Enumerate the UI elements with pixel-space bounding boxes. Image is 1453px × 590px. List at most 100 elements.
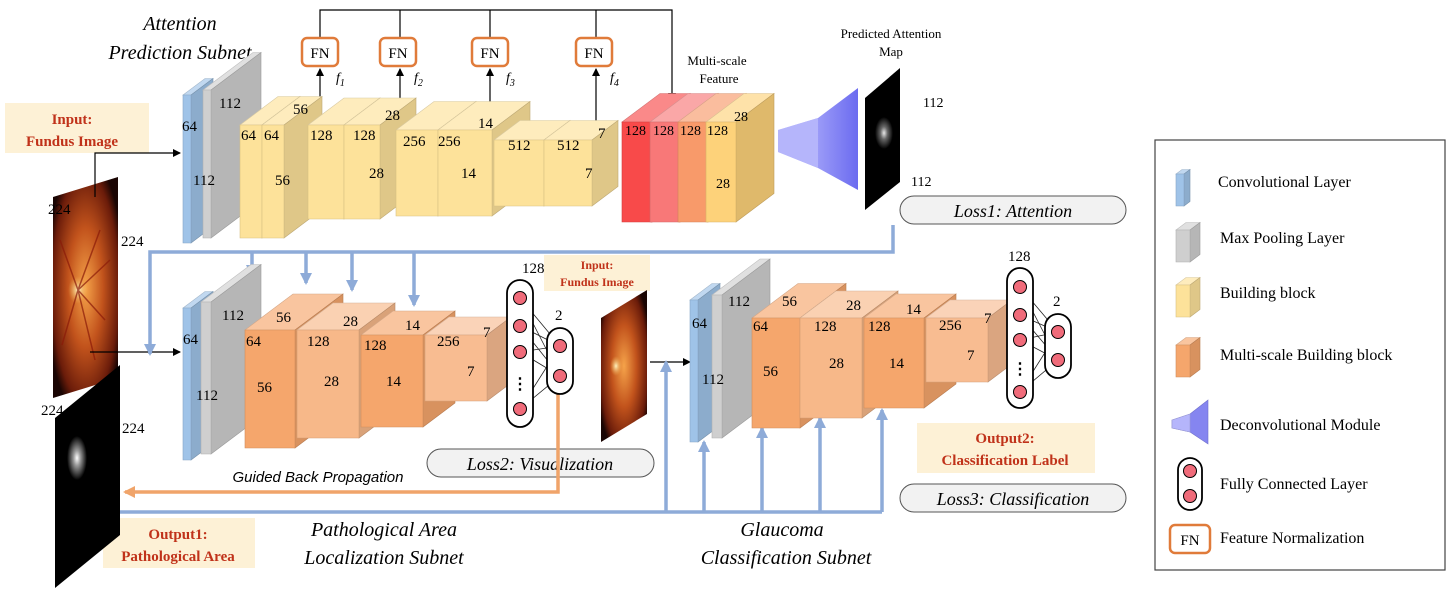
svg-text:f4: f4 [610,71,619,89]
svg-text:56: 56 [275,173,291,189]
svg-text:7: 7 [598,126,606,142]
svg-text:112: 112 [702,372,724,388]
svg-text:256: 256 [403,134,426,150]
cls-fc-output-node [1051,325,1065,339]
svg-text:128: 128 [310,128,333,144]
ms-feature-4 [705,92,775,223]
legend-deconv: Deconvolutional Module [1220,417,1380,434]
attn-block4b-front [543,139,593,207]
fn-box-3 [470,36,510,68]
legend-pool-icon-front [1175,229,1191,263]
predicted-map-dim-h: 112 [911,175,931,190]
heat-dim-h: 224 [41,403,64,419]
cls-msblock1-front [751,317,801,429]
loc-fc-hidden-node [513,291,527,305]
loss1-text: Loss1: Attention [953,201,1072,221]
svg-text:28: 28 [385,108,400,124]
deconv-module [778,88,858,190]
svg-text:14: 14 [889,356,905,372]
loc-fc-output-capsule [546,327,574,395]
svg-text:56: 56 [293,102,309,118]
legend-pool-icon [1175,221,1201,263]
legend-msblock-icon [1175,336,1201,378]
subnet-titles: Attention Prediction Subnet Pathological… [107,13,871,569]
svg-text:64: 64 [264,128,280,144]
feature-labels: f1 f2 f3 f4 [336,71,619,89]
loc-msblock1-front [244,329,296,449]
svg-text:Input:: Input: [52,112,93,128]
cls-fc-hidden-node [1013,385,1027,399]
predicted-map-title-1: Predicted Attention [841,26,942,41]
cls-msblock4 [925,299,1013,383]
svg-text:7: 7 [585,166,593,182]
predicted-attention-map [865,68,900,210]
heat-dim-w: 224 [122,421,145,437]
legend-deconv-front [1171,413,1191,433]
attn-block2b-front [343,124,381,220]
heatmap-output [55,365,120,588]
input2-label: Input: Fundus Image [544,255,650,291]
svg-text:128: 128 [868,319,891,335]
svg-text:128: 128 [653,124,674,139]
multiscale-label-1: Multi-scale [687,53,746,68]
svg-text:2: 2 [1053,294,1061,310]
svg-text:f3: f3 [506,71,515,89]
legend-fn: Feature Normalization [1220,530,1364,547]
svg-text:14: 14 [386,374,402,390]
orange-backprop-arrow [123,390,560,498]
svg-text:128: 128 [707,124,728,139]
input-dim-w: 224 [121,234,144,250]
svg-text:112: 112 [728,294,750,310]
legend-deconv-icon [1171,399,1209,445]
fundus-image-input [53,177,118,398]
cls-msblock2-front [799,317,863,419]
svg-text:FN: FN [388,46,407,62]
svg-text:512: 512 [557,138,580,154]
legend-conv-icon-front [1175,173,1185,207]
cls-fc-hidden-node [1013,308,1027,322]
legend-msblock: Multi-scale Building block [1220,347,1392,364]
svg-text:2: 2 [555,308,563,324]
legend-conv: Convolutional Layer [1218,174,1352,191]
classification-subnet-title-1: Glaucoma [740,519,823,541]
blue-flow-arrows [120,225,895,514]
loc-fc-hidden-node [513,345,527,359]
localization-subnet-title-2: Localization Subnet [303,547,464,569]
predicted-map-dim-w: 112 [923,96,943,111]
attention-subnet-title-2: Prediction Subnet [107,42,252,64]
svg-text:f1: f1 [336,71,345,89]
fn-box-4 [574,36,614,68]
input1-label: Input: Fundus Image [5,103,149,153]
cls-msblock4-front [925,317,989,383]
svg-text:128: 128 [522,261,545,277]
attn-block4b [543,119,619,207]
legend-block-icon [1175,276,1201,318]
svg-text:112: 112 [219,96,241,112]
svg-text:Input:: Input: [581,258,614,272]
loc-msblock4-front [424,334,488,402]
svg-text:512: 512 [508,138,531,154]
input-dim-h: 224 [48,202,71,218]
fn-box-1 [300,36,340,68]
svg-text:Pathological Area: Pathological Area [121,549,235,565]
svg-text:14: 14 [405,318,421,334]
svg-text:64: 64 [183,332,199,348]
svg-text:256: 256 [438,134,461,150]
output1-label: Output1: Pathological Area [103,518,255,568]
attn-block3b-front [437,129,493,217]
loss-labels: Loss1: Attention Loss2: Visualization Lo… [426,195,1127,513]
svg-text:28: 28 [716,177,730,192]
svg-text:28: 28 [829,356,844,372]
svg-text:128: 128 [353,128,376,144]
loc-conv-layer-front [182,307,192,461]
svg-text:56: 56 [276,310,292,326]
svg-text:f2: f2 [414,71,423,89]
fn-box-2 [378,36,418,68]
fundus-image-small [601,290,647,442]
loc-pool-layer-front [200,301,212,455]
fn-boxes: FN FN FN FN [300,36,614,68]
svg-text:256: 256 [437,334,460,350]
loc-fc-hidden-node [513,319,527,333]
svg-text:Output2:: Output2: [975,431,1034,447]
